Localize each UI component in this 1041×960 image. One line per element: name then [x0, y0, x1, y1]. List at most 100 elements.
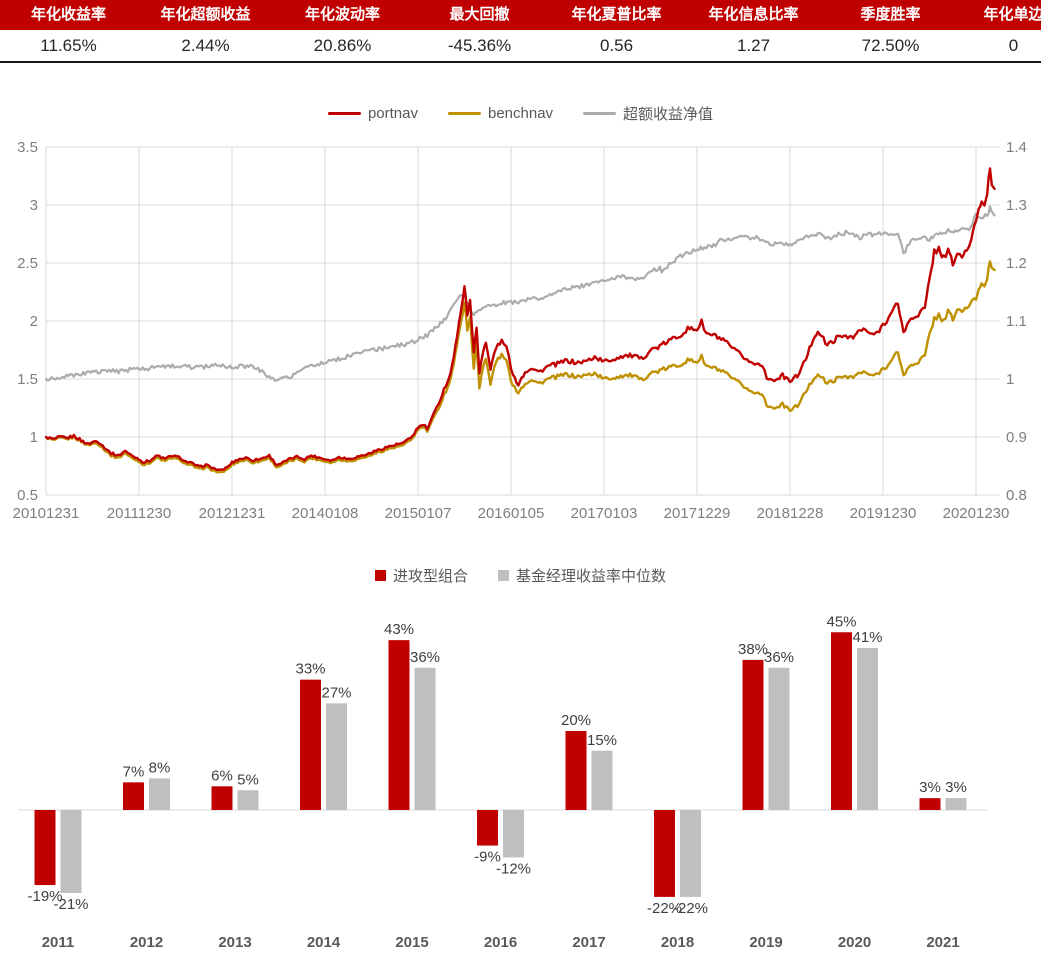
x-axis-tick-label: 20140108 [292, 505, 359, 522]
right-axis-tick-label: 1 [1006, 371, 1014, 388]
metrics-value-row: 11.65% 2.44% 20.86% -45.36% 0.56 1.27 72.50% 0 [0, 30, 1041, 61]
right-axis-tick-label: 1.1 [1006, 313, 1027, 330]
bar-value-label: 43% [384, 621, 414, 638]
bar-value-label: 45% [826, 613, 856, 630]
nav-legend-swatch-icon [327, 111, 361, 115]
bar-value-label: 15% [587, 732, 617, 749]
metric-value-cell: 0 [1008, 36, 1019, 55]
nav-legend-label: benchnav [487, 104, 554, 122]
annual-return-legend: 进攻型组合 基金经理收益率中位数 [0, 565, 1041, 585]
metric-header-cell: 年化超额收益 [160, 6, 251, 23]
bar-offense-portfolio [919, 798, 941, 810]
x-axis-tick-label: 20191230 [850, 505, 917, 522]
bar-offense-portfolio [654, 810, 675, 897]
x-axis-tick-label: 20170103 [571, 505, 638, 522]
bar-value-label: -19% [27, 888, 62, 905]
bar-offense-portfolio [34, 810, 56, 886]
bar-value-label: 3% [919, 779, 941, 796]
bar-category-label: 2016 [484, 934, 517, 951]
right-axis-tick-label: 1.2 [1006, 255, 1027, 272]
bar-value-label: 8% [149, 759, 171, 776]
bar-value-label: -21% [53, 896, 88, 913]
bar-value-label: 5% [237, 771, 259, 788]
bar-legend-item: 进攻型组合 [374, 565, 468, 586]
bar-value-label: 36% [764, 649, 794, 666]
metric-header-cell: 年化收益率 [30, 6, 106, 23]
metric-value-cell: 72.50% [861, 36, 920, 55]
bar-category-label: 2018 [661, 934, 694, 951]
benchnav-line [44, 260, 996, 474]
x-axis-tick-label: 20171229 [664, 505, 731, 522]
left-axis-tick-label: 3 [30, 197, 38, 214]
bar-legend-label: 基金经理收益率中位数 [516, 567, 667, 585]
bar-offense-portfolio [123, 782, 144, 810]
x-axis-tick-label: 20150107 [385, 505, 452, 522]
metric-value-cell: 2.44% [181, 36, 230, 55]
bar-value-label: 27% [321, 684, 351, 701]
x-axis-tick-label: 20111230 [107, 505, 172, 522]
left-axis-tick-label: 0.5 [17, 487, 38, 504]
bar-legend-swatch-icon [374, 569, 386, 581]
left-axis-tick-label: 2 [30, 313, 38, 330]
bar-offense-portfolio [477, 810, 498, 846]
nav-legend-label: 超额收益净值 [623, 105, 714, 123]
nav-legend-swatch-icon [447, 111, 481, 115]
excess-nav-line [44, 205, 996, 382]
bar-offense-portfolio [300, 679, 321, 810]
portnav-line [44, 167, 996, 472]
bar-value-label: 7% [123, 763, 145, 780]
metrics-table: 年化收益率 年化超额收益 年化波动率 最大回撤 年化夏普比率 年化信息比率 季度胜率 年化单边… [0, 0, 1041, 61]
x-axis-tick-label: 20101231 [13, 505, 80, 522]
nav-legend-item: benchnav [447, 104, 554, 122]
metric-header-cell: 年化信息比率 [708, 6, 799, 23]
bar-value-label: 33% [295, 661, 325, 678]
bar-value-label: 6% [211, 767, 233, 784]
bar-offense-portfolio [388, 640, 410, 810]
nav-legend-swatch-icon [583, 111, 617, 115]
metric-value-cell: -45.36% [447, 36, 512, 55]
bar-value-label: -22% [647, 900, 682, 917]
bar-offense-portfolio [211, 786, 233, 810]
bar-category-label: 2021 [926, 934, 959, 951]
nav-legend-item: 超额收益净值 [583, 103, 713, 124]
left-axis-tick-label: 1.5 [17, 371, 38, 388]
left-axis-tick-label: 1 [30, 429, 38, 446]
bar-value-label: 41% [852, 629, 882, 646]
bar-manager-median [149, 778, 170, 810]
bar-legend-swatch-icon [498, 569, 509, 581]
bar-offense-portfolio [742, 659, 764, 810]
nav-line-chart: 0.5 1 1.5 2 2.5 3 3.5 0.8 0.9 1 1.1 1.2 1.3 1.4 201012… [13, 139, 1027, 522]
bar-category-label: 2015 [395, 934, 428, 951]
right-axis-tick-label: 0.9 [1006, 429, 1027, 446]
metric-value-cell: 0.56 [599, 36, 634, 55]
bar-legend-item: 基金经理收益率中位数 [498, 565, 666, 586]
bar-offense-portfolio [565, 731, 587, 810]
metric-header-cell: 年化波动率 [304, 6, 380, 23]
bar-category-label: 2019 [749, 934, 782, 951]
bar-value-label: 38% [738, 641, 768, 658]
bar-category-label: 2012 [130, 934, 163, 951]
bar-manager-median [326, 703, 347, 810]
metric-value-cell: 11.65% [40, 36, 97, 55]
nav-chart-legend: portnav benchnav 超额收益净值 [0, 103, 1041, 123]
right-axis-tick-label: 1.3 [1006, 197, 1027, 214]
bar-category-label: 2014 [307, 934, 341, 951]
bar-value-label: 36% [410, 649, 440, 666]
x-axis-tick-label: 20181228 [757, 505, 824, 522]
bar-manager-median [945, 798, 967, 810]
metric-value-cell: 1.27 [736, 36, 771, 55]
divider-line [0, 61, 1041, 63]
x-axis-tick-label: 20121231 [199, 505, 266, 522]
bar-value-label: -22% [673, 900, 708, 917]
bar-manager-median [768, 667, 790, 810]
metric-header-cell: 年化夏普比率 [571, 6, 662, 23]
bar-category-label: 2017 [572, 934, 605, 951]
annual-return-bar-chart: -19%-21% 2011 7% 8% 2012 6% 5% 2013 33% 27% 2014 43… [18, 613, 988, 951]
bar-manager-median [60, 810, 82, 893]
bar-value-label: 20% [561, 712, 591, 729]
metric-header-cell: 最大回撤 [449, 6, 510, 23]
bar-legend-label: 进攻型组合 [392, 567, 468, 585]
bar-category-label: 2011 [42, 934, 75, 951]
bar-category-label: 2020 [838, 934, 871, 951]
bar-value-label: 3% [945, 779, 967, 796]
